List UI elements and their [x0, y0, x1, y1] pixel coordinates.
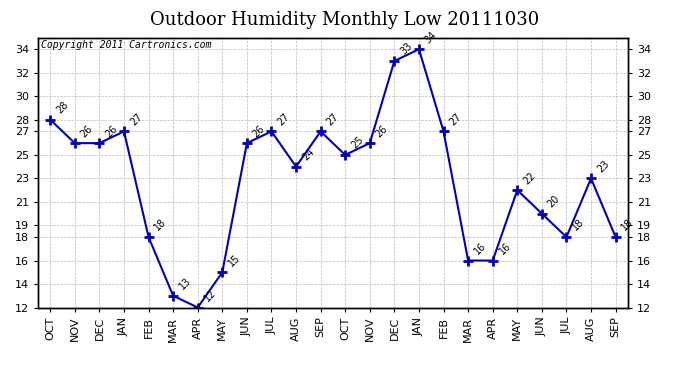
Text: 18: 18: [620, 217, 635, 233]
Text: 15: 15: [226, 252, 242, 268]
Text: Outdoor Humidity Monthly Low 20111030: Outdoor Humidity Monthly Low 20111030: [150, 11, 540, 29]
Text: 13: 13: [177, 276, 193, 292]
Text: 20: 20: [546, 194, 562, 209]
Text: 28: 28: [55, 100, 70, 116]
Text: 33: 33: [399, 41, 414, 57]
Text: 24: 24: [300, 147, 316, 162]
Text: 27: 27: [128, 111, 144, 127]
Text: 26: 26: [79, 123, 95, 139]
Text: 27: 27: [448, 111, 464, 127]
Text: 16: 16: [497, 241, 513, 256]
Text: Copyright 2011 Cartronics.com: Copyright 2011 Cartronics.com: [41, 40, 211, 50]
Text: 25: 25: [349, 135, 365, 151]
Text: 26: 26: [104, 123, 119, 139]
Text: 23: 23: [595, 158, 611, 174]
Text: 27: 27: [325, 111, 341, 127]
Text: 18: 18: [571, 217, 586, 233]
Text: 26: 26: [251, 123, 267, 139]
Text: 16: 16: [472, 241, 488, 256]
Text: 27: 27: [275, 111, 292, 127]
Text: 18: 18: [152, 217, 168, 233]
Text: 34: 34: [423, 29, 439, 45]
Text: 12: 12: [202, 288, 218, 303]
Text: 22: 22: [522, 170, 538, 186]
Text: 26: 26: [374, 123, 390, 139]
